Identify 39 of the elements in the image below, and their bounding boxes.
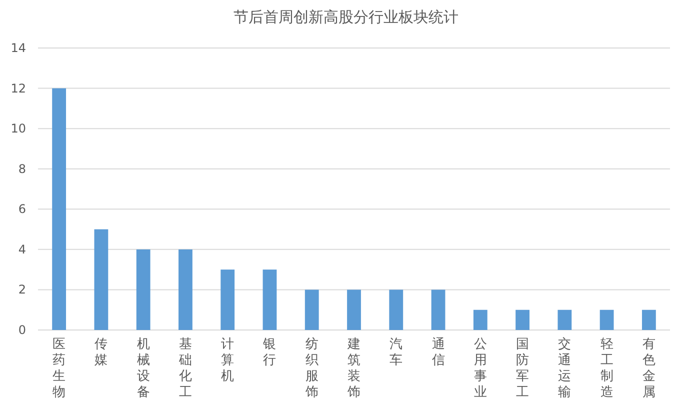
y-tick-label: 4 [18,242,26,256]
x-tick-label: 国防军工 [516,337,530,400]
y-tick-label: 10 [10,122,26,136]
x-tick-label: 有色金属 [642,337,656,400]
x-tick-label: 交通运输 [558,336,572,400]
bar [136,249,150,330]
x-tick-label: 通信 [432,337,445,368]
x-tick-label: 纺织服饰 [304,337,318,400]
bar [262,270,277,330]
bar [52,88,66,330]
bar [642,310,656,330]
x-tick-label: 基础化工 [178,337,192,400]
bar [516,310,530,330]
x-tick-label: 建筑装饰 [346,337,360,400]
y-tick-label: 2 [18,282,26,297]
x-tick-label: 轻工制造 [600,337,614,400]
bar [431,290,446,330]
bar [178,249,192,330]
x-tick-label: 计算机 [221,337,234,384]
y-tick-label: 6 [18,202,26,216]
y-tick-label: 8 [18,162,26,176]
x-tick-label: 传媒 [94,337,108,368]
bar [389,290,404,330]
bar [304,290,319,330]
x-tick-label: 医药生物 [52,337,66,400]
x-tick-label: 汽车 [390,337,403,368]
bar [220,270,235,330]
x-tick-label: 机械设备 [136,337,150,400]
y-tick-label: 14 [10,41,26,55]
chart-title: 节后首周创新高股分行业板块统计 [234,8,458,26]
bar [600,310,614,330]
bar [94,229,108,330]
x-tick-label: 银行 [262,337,276,368]
bar [473,310,488,330]
bar [558,310,572,330]
bar [347,290,361,330]
y-tick-label: 0 [18,323,26,337]
x-tick-label: 公用事业 [474,337,487,400]
y-tick-label: 12 [10,81,26,96]
